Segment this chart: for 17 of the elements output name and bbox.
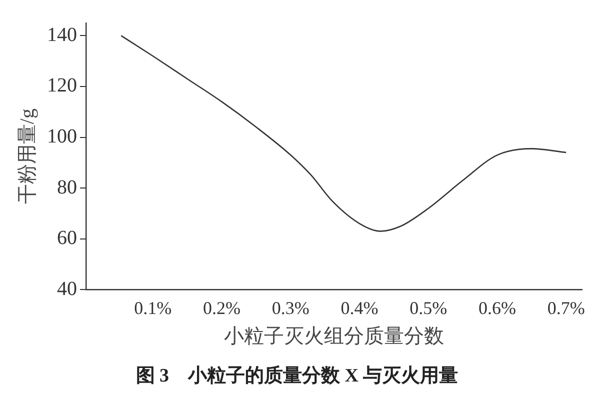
y-tick-label: 60 [57,227,77,250]
x-tick-label: 0.3% [272,298,310,318]
x-tick-label: 0.1% [134,298,172,318]
x-tick-label: 0.5% [410,298,448,318]
line-series [120,35,567,232]
y-tick-label: 80 [57,176,77,198]
y-tick-label: 100 [47,126,77,148]
y-tick-label: 140 [47,24,77,46]
x-tick-label: 0.4% [340,298,378,318]
y-tick-label: 40 [57,278,77,300]
x-tick-label: 0.7% [547,298,585,318]
text: 图 3 小粒子的质量分数 X 与灭火用量 [136,364,458,387]
x-tick-label: 0.2% [202,298,240,318]
x-axis-title: 小粒子灭火组分质量分数 [224,325,444,348]
x-tick-label: 0.6% [478,298,516,318]
y-tick-label: 120 [47,74,77,97]
y-axis-title: 干粉用量/g [16,108,38,204]
